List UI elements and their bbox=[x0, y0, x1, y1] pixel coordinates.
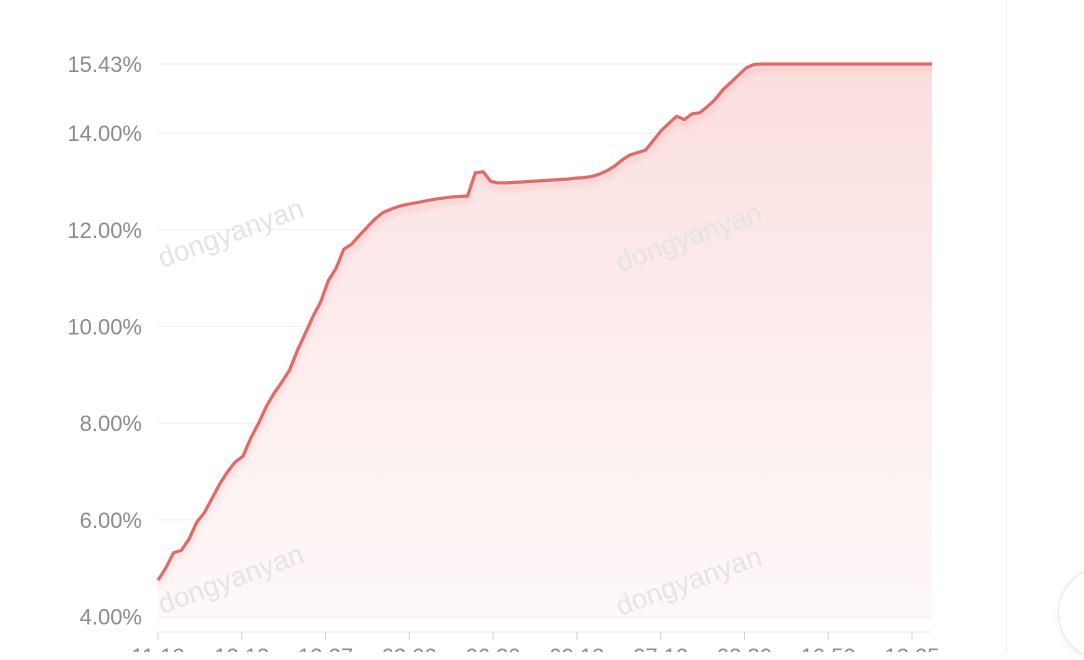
y-tick-label: 14.00% bbox=[67, 121, 142, 146]
y-axis-ticks: 4.00% 6.00% 8.00% 10.00% 12.00% 14.00% 15.43% bbox=[67, 52, 142, 630]
series-line-path bbox=[156, 62, 932, 582]
x-tick-label: 11:12 bbox=[131, 644, 184, 652]
x-tick-label: 03:30 bbox=[717, 644, 772, 652]
x-tick-label: 12:27 bbox=[298, 644, 353, 652]
panel-divider bbox=[1006, 0, 1007, 652]
x-tick-label: 10:50 bbox=[801, 644, 856, 652]
y-tick-label: 8.00% bbox=[80, 411, 142, 436]
y-tick-label: 4.00% bbox=[80, 605, 142, 630]
x-tick-label: 06:30 bbox=[466, 644, 521, 652]
y-tick-label: 10.00% bbox=[67, 315, 142, 340]
series-area bbox=[158, 64, 932, 619]
x-tick-label: 12:12 bbox=[214, 644, 269, 652]
y-tick-label: 15.43% bbox=[67, 52, 142, 77]
x-tick-label: 12:25 bbox=[884, 644, 939, 652]
x-axis: 11:12 12:12 12:27 03:00 06:30 09:12 07:12 03:30… bbox=[131, 631, 940, 652]
y-tick-label: 12.00% bbox=[67, 218, 142, 243]
x-tick-label: 03:00 bbox=[382, 644, 437, 652]
x-tick-label: 07:12 bbox=[633, 644, 688, 652]
y-tick-label: 6.00% bbox=[80, 508, 142, 533]
area-fill bbox=[158, 64, 932, 619]
series-line bbox=[156, 62, 932, 582]
x-tick-label: 09:12 bbox=[549, 644, 604, 652]
watermark-text: dongyanyan bbox=[154, 192, 308, 273]
